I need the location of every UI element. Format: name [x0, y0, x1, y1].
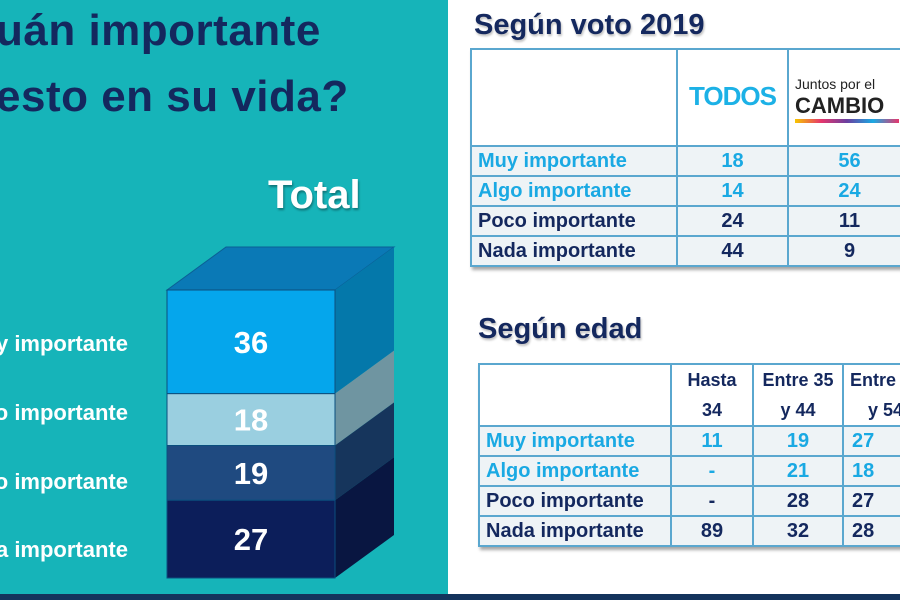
- bar-value-label: 36: [234, 325, 268, 360]
- bottom-bar: [0, 594, 900, 600]
- todos-logo: TODOS: [689, 81, 777, 111]
- column-header-45-54: Entre y 54: [842, 363, 900, 427]
- table-cell: 44: [676, 235, 789, 267]
- table-row: Poco importante -28 27: [478, 485, 900, 517]
- bar-segment: [166, 289, 336, 395]
- table-row: Muy importante 18 56: [470, 145, 900, 177]
- table-row: Muy importante 11 19 27: [478, 425, 900, 457]
- bar-segment-side: [335, 247, 394, 394]
- bar-value-label: 27: [234, 522, 268, 557]
- cambio-logo: Juntos por el CAMBIO: [795, 75, 885, 118]
- category-label-poco: Poco importante: [0, 469, 128, 494]
- row-label: Muy importante: [470, 145, 678, 177]
- column-header-35-44: Entre 35 y 44: [752, 363, 844, 427]
- table-cell: 89: [670, 515, 754, 547]
- chart-title: Total: [268, 173, 361, 217]
- age-heading: Según edad: [478, 313, 643, 345]
- column-header-cambio: Juntos por el CAMBIO: [787, 48, 900, 147]
- category-label-nada: Nada importante: [0, 537, 128, 562]
- bar-segment: [166, 393, 336, 447]
- category-label-algo: Algo importante: [0, 400, 128, 425]
- bar-segment-side: [335, 402, 394, 501]
- vote-heading: Según voto 2019: [474, 9, 705, 41]
- table-row: Nada importante 44 9: [470, 235, 900, 267]
- table-cell: 24: [787, 175, 900, 207]
- column-header-hasta-34: Hasta 34: [670, 363, 754, 427]
- table-row: Algo importante -21 18: [478, 455, 900, 487]
- table-cell: 27: [842, 485, 900, 517]
- table-cell: 21: [752, 455, 844, 487]
- table-cell: 11: [787, 205, 900, 237]
- row-label: Muy importante: [478, 425, 672, 457]
- table-cell: 14: [676, 175, 789, 207]
- slide-title-line-1: uán importante: [0, 6, 321, 55]
- category-label-muy: Muy importante: [0, 331, 128, 356]
- bar-segment-side: [335, 350, 394, 446]
- bar-segment: [166, 499, 336, 579]
- bar-value-label: 18: [234, 403, 268, 438]
- empty-header-cell: [478, 363, 672, 427]
- row-label: Algo importante: [470, 175, 678, 207]
- bar-value-label: 19: [234, 456, 268, 491]
- chart-panel: uán importante esto en su vida? Total Mu…: [0, 0, 448, 594]
- row-label: Poco importante: [470, 205, 678, 237]
- table-cell: 18: [842, 455, 900, 487]
- cambio-logo-stripe: [795, 118, 899, 123]
- table-row: Poco importante 24 11: [470, 205, 900, 237]
- bar-segment: [166, 445, 336, 501]
- table-cell: 19: [752, 425, 844, 457]
- bar-segment-side: [335, 457, 394, 578]
- table-cell: 11: [670, 425, 754, 457]
- table-cell: 24: [676, 205, 789, 237]
- row-label: Algo importante: [478, 455, 672, 487]
- vote-table: TODOS Juntos por el CAMBIO Muy important…: [470, 48, 900, 267]
- table-cell: 56: [787, 145, 900, 177]
- table-cell: -: [670, 455, 754, 487]
- stacked-3d-bar: 36 18 19 27: [165, 246, 396, 579]
- table-cell: 28: [752, 485, 844, 517]
- table-cell: 32: [752, 515, 844, 547]
- table-cell: 28: [842, 515, 900, 547]
- column-header-todos: TODOS: [676, 48, 789, 147]
- slide-title-line-2: esto en su vida?: [0, 72, 349, 121]
- age-table: Hasta 34 Entre 35 y 44 Entre y 54 Muy impor…: [478, 363, 900, 547]
- table-cell: 9: [787, 235, 900, 267]
- row-label: Poco importante: [478, 485, 672, 517]
- table-cell: 18: [676, 145, 789, 177]
- table-row: Nada importante 89 32 28: [478, 515, 900, 547]
- empty-header-cell: [470, 48, 678, 147]
- row-label: Nada importante: [478, 515, 672, 547]
- table-cell: 27: [842, 425, 900, 457]
- row-label: Nada importante: [470, 235, 678, 267]
- table-row: Algo importante 14 24: [470, 175, 900, 207]
- table-cell: -: [670, 485, 754, 517]
